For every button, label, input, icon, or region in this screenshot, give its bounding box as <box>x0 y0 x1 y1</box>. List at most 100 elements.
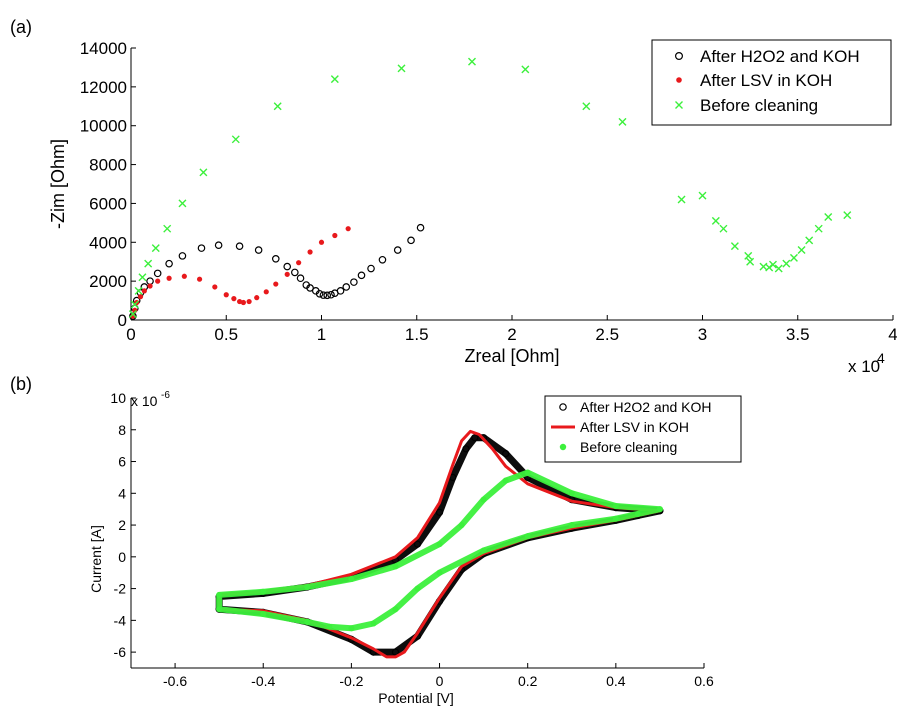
panel-a-point <box>214 241 223 250</box>
panel-a-y-tick-label: 4000 <box>89 233 127 252</box>
panel-a-point <box>468 57 476 66</box>
panel-a-label: (a) <box>10 17 32 37</box>
panel-b-point <box>462 445 470 453</box>
legend-b-marker-2 <box>559 443 567 451</box>
panel-b-point <box>348 576 355 583</box>
panel-a-point <box>155 278 161 284</box>
panel-a-point <box>181 273 187 279</box>
panel-a-point <box>332 232 338 239</box>
panel-a-x-multiplier-exponent: 4 <box>877 350 885 366</box>
panel-a-x-tick-label: 3.5 <box>786 325 810 344</box>
panel-a-x-multiplier: x 10 <box>848 357 880 376</box>
panel-a-point <box>323 291 332 300</box>
panel-a-point <box>231 135 240 144</box>
panel-b-point <box>471 434 479 442</box>
panel-b-point <box>524 533 531 540</box>
panel-a-point <box>824 213 833 222</box>
panel-b-point <box>436 569 443 576</box>
panel-b-point <box>612 515 619 522</box>
panel-a-point <box>235 242 244 250</box>
legend-a-entry-2: Before cleaning <box>700 96 818 115</box>
panel-b-x-tick-label: -0.6 <box>163 673 187 689</box>
panel-a-point <box>367 264 375 273</box>
legend-b-marker-0 <box>559 403 567 411</box>
panel-b-x-tick-label: -0.4 <box>251 673 275 689</box>
panel-a: (a) 0 0.5 1 1.5 2 2.5 3 3.5 4 0 2000 4000 6000 8000 1… <box>10 17 897 376</box>
legend-a-entry-1: After LSV in KOH <box>700 71 832 90</box>
panel-b-point <box>458 522 465 529</box>
panel-b-x-axis-label: Potential [V] <box>378 690 454 706</box>
panel-b-point <box>568 522 575 529</box>
panel-a-point <box>254 246 263 254</box>
panel-a-point <box>130 300 139 309</box>
panel-a-point <box>744 251 753 260</box>
panel-a-point <box>397 64 406 73</box>
panel-b-point <box>216 606 223 613</box>
panel-a-point <box>319 291 328 299</box>
panel-a-point <box>263 289 269 295</box>
panel-a-point <box>178 252 187 260</box>
panel-a-x-tick-label: 4 <box>888 325 897 344</box>
panel-a-x-tick-label: 3 <box>698 325 707 344</box>
panel-a-point <box>746 257 755 266</box>
panel-a-series-1 <box>130 226 351 319</box>
panel-a-point <box>357 271 366 280</box>
panel-b-axes <box>130 398 704 669</box>
panel-b-point <box>435 508 444 516</box>
panel-a-point <box>336 287 345 295</box>
panel-a-point <box>223 292 229 298</box>
panel-a-y-tick-label: 0 <box>118 311 127 330</box>
panel-a-data <box>128 57 852 320</box>
panel-a-series-0 <box>129 223 425 320</box>
panel-a-point <box>719 224 728 233</box>
panel-b-point <box>436 541 443 548</box>
panel-b-point <box>612 503 619 509</box>
panel-b-point <box>216 591 223 598</box>
panel-a-point <box>307 249 313 255</box>
panel-b-y-ticks: -6 -4 -2 0 2 4 6 8 10 <box>110 390 136 660</box>
panel-b-point <box>304 618 311 625</box>
panel-a-legend: After H2O2 and KOH After LSV in KOH Befo… <box>651 39 892 126</box>
panel-b-x-ticks: -0.6 -0.4 -0.2 0 0.2 0.4 0.6 <box>163 663 714 689</box>
legend-a-marker-0 <box>674 51 683 60</box>
panel-b-point <box>392 563 399 570</box>
legend-a-entry-0: After H2O2 and KOH <box>700 47 860 66</box>
panel-b-y-multiplier: x 10 <box>131 393 158 409</box>
panel-a-x-tick-label: 2.5 <box>595 325 619 344</box>
panel-a-point <box>797 246 806 255</box>
panel-a-point <box>782 259 791 268</box>
panel-b-point <box>480 496 487 503</box>
panel-a-point <box>144 259 153 268</box>
panel-a-point <box>240 299 246 306</box>
panel-a-point <box>271 254 280 263</box>
panel-a-y-axis-label: -Zim [Ohm] <box>48 139 68 229</box>
panel-a-point <box>291 268 299 277</box>
panel-a-point <box>273 281 279 287</box>
panel-b-y-tick-label: -2 <box>114 581 127 597</box>
panel-a-x-tick-label: 1.5 <box>405 325 429 344</box>
panel-a-point <box>141 288 147 294</box>
panel-a-point <box>178 199 187 208</box>
panel-a-point <box>296 260 302 266</box>
panel-a-point <box>283 262 292 271</box>
panel-b-point <box>502 477 509 484</box>
panel-b-x-tick-label: 0.2 <box>518 673 538 689</box>
panel-a-point <box>711 216 720 225</box>
panel-b-series-band <box>216 469 663 632</box>
panel-a-point <box>318 239 325 245</box>
panel-a-point <box>805 236 814 245</box>
panel-b-x-tick-label: -0.2 <box>339 673 363 689</box>
legend-a-marker-1 <box>676 77 682 83</box>
panel-a-point <box>342 283 351 291</box>
panel-a-point <box>128 310 137 319</box>
legend-b-entry-1: After LSV in KOH <box>580 419 689 435</box>
panel-a-point <box>212 284 218 290</box>
panel-b-y-tick-label: -4 <box>114 612 127 628</box>
panel-a-point <box>350 278 358 286</box>
panel-a-point <box>315 289 324 298</box>
panel-a-point <box>618 117 627 126</box>
panel-a-point <box>393 246 402 254</box>
panel-a-point <box>129 312 137 320</box>
panel-b-point <box>304 584 311 590</box>
panel-b-point <box>392 606 399 613</box>
